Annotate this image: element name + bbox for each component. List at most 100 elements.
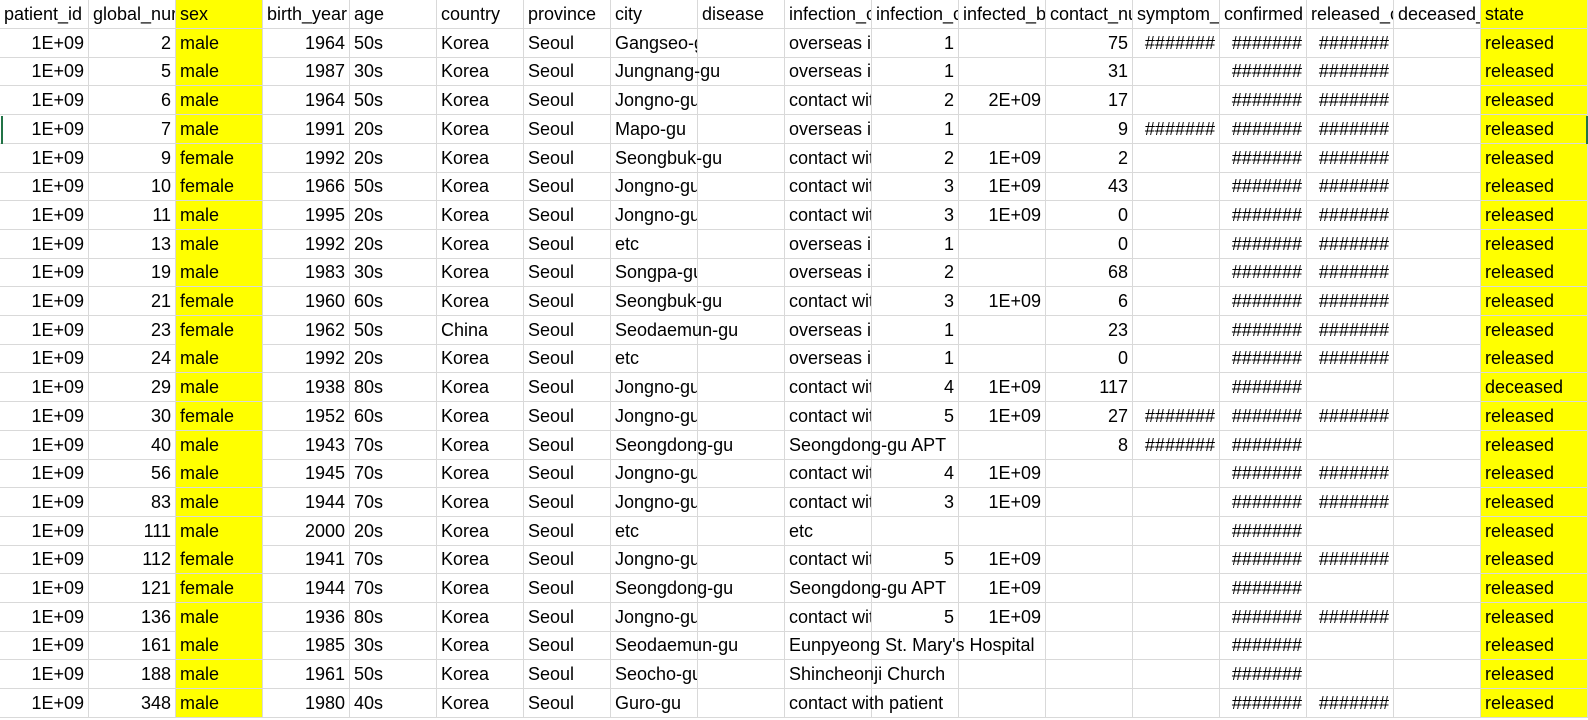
cell-city[interactable]: Jongno-gu bbox=[611, 459, 698, 488]
cell-state[interactable]: released bbox=[1481, 545, 1588, 574]
header-cell-province[interactable]: province bbox=[524, 0, 611, 29]
cell-patient-id[interactable]: 1E+09 bbox=[0, 144, 89, 173]
cell-age[interactable]: 40s bbox=[350, 689, 437, 718]
cell-birth-year[interactable]: 1983 bbox=[263, 258, 350, 287]
cell-city[interactable]: Seongdong-gu bbox=[611, 431, 733, 460]
cell-global-num[interactable]: 40 bbox=[89, 431, 176, 460]
cell-confirmed-date[interactable]: ####### bbox=[1220, 689, 1307, 718]
cell-symptom-onset-date[interactable] bbox=[1133, 603, 1220, 632]
cell-released-date[interactable]: ####### bbox=[1307, 86, 1394, 115]
cell-contact-number[interactable] bbox=[1046, 517, 1133, 546]
header-cell-birth-year[interactable]: birth_year bbox=[263, 0, 350, 29]
cell-disease[interactable] bbox=[698, 402, 785, 431]
cell-city[interactable]: Guro-gu bbox=[611, 689, 698, 718]
cell-global-num[interactable]: 10 bbox=[89, 172, 176, 201]
cell-state[interactable]: released bbox=[1481, 631, 1588, 660]
cell-released-date[interactable] bbox=[1307, 517, 1394, 546]
cell-province[interactable]: Seoul bbox=[524, 431, 611, 460]
cell-confirmed-date[interactable]: ####### bbox=[1220, 344, 1307, 373]
cell-age[interactable]: 70s bbox=[350, 574, 437, 603]
cell-global-num[interactable]: 19 bbox=[89, 258, 176, 287]
header-cell-infection-order[interactable]: infection_c bbox=[872, 0, 959, 29]
cell-infected-by[interactable]: 1E+09 bbox=[959, 287, 1046, 316]
header-cell-infection-case[interactable]: infection_c bbox=[785, 0, 872, 29]
cell-age[interactable]: 50s bbox=[350, 172, 437, 201]
cell-global-num[interactable]: 9 bbox=[89, 144, 176, 173]
cell-contact-number[interactable]: 0 bbox=[1046, 230, 1133, 259]
cell-disease[interactable] bbox=[698, 172, 785, 201]
cell-deceased-date[interactable] bbox=[1394, 115, 1481, 144]
header-cell-sex[interactable]: sex bbox=[176, 0, 263, 29]
cell-infected-by[interactable]: 1E+09 bbox=[959, 373, 1046, 402]
cell-birth-year[interactable]: 1944 bbox=[263, 574, 350, 603]
cell-released-date[interactable]: ####### bbox=[1307, 459, 1394, 488]
cell-contact-number[interactable]: 0 bbox=[1046, 344, 1133, 373]
cell-released-date[interactable]: ####### bbox=[1307, 29, 1394, 58]
cell-global-num[interactable]: 13 bbox=[89, 230, 176, 259]
cell-sex[interactable]: male bbox=[176, 431, 263, 460]
cell-age[interactable]: 60s bbox=[350, 287, 437, 316]
cell-city[interactable]: Seodaemun-gu bbox=[611, 631, 738, 660]
cell-province[interactable]: Seoul bbox=[524, 115, 611, 144]
cell-city[interactable]: Jongno-gu bbox=[611, 172, 698, 201]
header-cell-country[interactable]: country bbox=[437, 0, 524, 29]
cell-global-num[interactable]: 348 bbox=[89, 689, 176, 718]
cell-country[interactable]: Korea bbox=[437, 144, 524, 173]
cell-city[interactable]: Songpa-gu bbox=[611, 258, 698, 287]
cell-country[interactable]: Korea bbox=[437, 689, 524, 718]
cell-infection-case[interactable]: contact wit bbox=[785, 287, 872, 316]
cell-symptom-onset-date[interactable] bbox=[1133, 172, 1220, 201]
cell-country[interactable]: Korea bbox=[437, 29, 524, 58]
cell-deceased-date[interactable] bbox=[1394, 144, 1481, 173]
cell-infection-case[interactable]: overseas in bbox=[785, 115, 872, 144]
cell-patient-id[interactable]: 1E+09 bbox=[0, 402, 89, 431]
cell-sex[interactable]: male bbox=[176, 115, 263, 144]
cell-deceased-date[interactable] bbox=[1394, 660, 1481, 689]
cell-contact-number[interactable]: 8 bbox=[1046, 431, 1133, 460]
cell-sex[interactable]: male bbox=[176, 29, 263, 58]
cell-confirmed-date[interactable]: ####### bbox=[1220, 459, 1307, 488]
cell-infection-order[interactable] bbox=[872, 660, 959, 689]
cell-patient-id[interactable]: 1E+09 bbox=[0, 603, 89, 632]
cell-age[interactable]: 50s bbox=[350, 660, 437, 689]
cell-country[interactable]: Korea bbox=[437, 631, 524, 660]
cell-state[interactable]: released bbox=[1481, 517, 1588, 546]
cell-province[interactable]: Seoul bbox=[524, 57, 611, 86]
cell-age[interactable]: 70s bbox=[350, 545, 437, 574]
cell-infection-order[interactable]: 3 bbox=[872, 488, 959, 517]
cell-symptom-onset-date[interactable] bbox=[1133, 689, 1220, 718]
cell-disease[interactable] bbox=[698, 201, 785, 230]
cell-city[interactable]: Jongno-gu bbox=[611, 86, 698, 115]
cell-confirmed-date[interactable]: ####### bbox=[1220, 545, 1307, 574]
cell-infected-by[interactable]: 2E+09 bbox=[959, 86, 1046, 115]
cell-infection-order[interactable] bbox=[872, 631, 959, 660]
cell-symptom-onset-date[interactable] bbox=[1133, 631, 1220, 660]
cell-confirmed-date[interactable]: ####### bbox=[1220, 631, 1307, 660]
cell-infection-order[interactable]: 1 bbox=[872, 115, 959, 144]
cell-age[interactable]: 70s bbox=[350, 431, 437, 460]
cell-infection-order[interactable]: 1 bbox=[872, 57, 959, 86]
cell-birth-year[interactable]: 1987 bbox=[263, 57, 350, 86]
cell-disease[interactable] bbox=[698, 29, 785, 58]
cell-infection-case[interactable]: overseas in bbox=[785, 230, 872, 259]
cell-birth-year[interactable]: 1952 bbox=[263, 402, 350, 431]
cell-symptom-onset-date[interactable] bbox=[1133, 287, 1220, 316]
cell-infection-case[interactable]: contact wit bbox=[785, 172, 872, 201]
cell-infected-by[interactable] bbox=[959, 29, 1046, 58]
cell-infected-by[interactable] bbox=[959, 517, 1046, 546]
cell-contact-number[interactable]: 75 bbox=[1046, 29, 1133, 58]
cell-released-date[interactable]: ####### bbox=[1307, 689, 1394, 718]
header-cell-released-date[interactable]: released_c bbox=[1307, 0, 1394, 29]
cell-birth-year[interactable]: 1943 bbox=[263, 431, 350, 460]
cell-sex[interactable]: male bbox=[176, 230, 263, 259]
cell-global-num[interactable]: 29 bbox=[89, 373, 176, 402]
cell-birth-year[interactable]: 1992 bbox=[263, 344, 350, 373]
cell-released-date[interactable]: ####### bbox=[1307, 316, 1394, 345]
cell-country[interactable]: Korea bbox=[437, 373, 524, 402]
cell-infected-by[interactable] bbox=[959, 431, 1046, 460]
cell-infected-by[interactable] bbox=[959, 631, 1046, 660]
cell-province[interactable]: Seoul bbox=[524, 689, 611, 718]
cell-deceased-date[interactable] bbox=[1394, 459, 1481, 488]
cell-symptom-onset-date[interactable]: ####### bbox=[1133, 29, 1220, 58]
cell-contact-number[interactable]: 6 bbox=[1046, 287, 1133, 316]
